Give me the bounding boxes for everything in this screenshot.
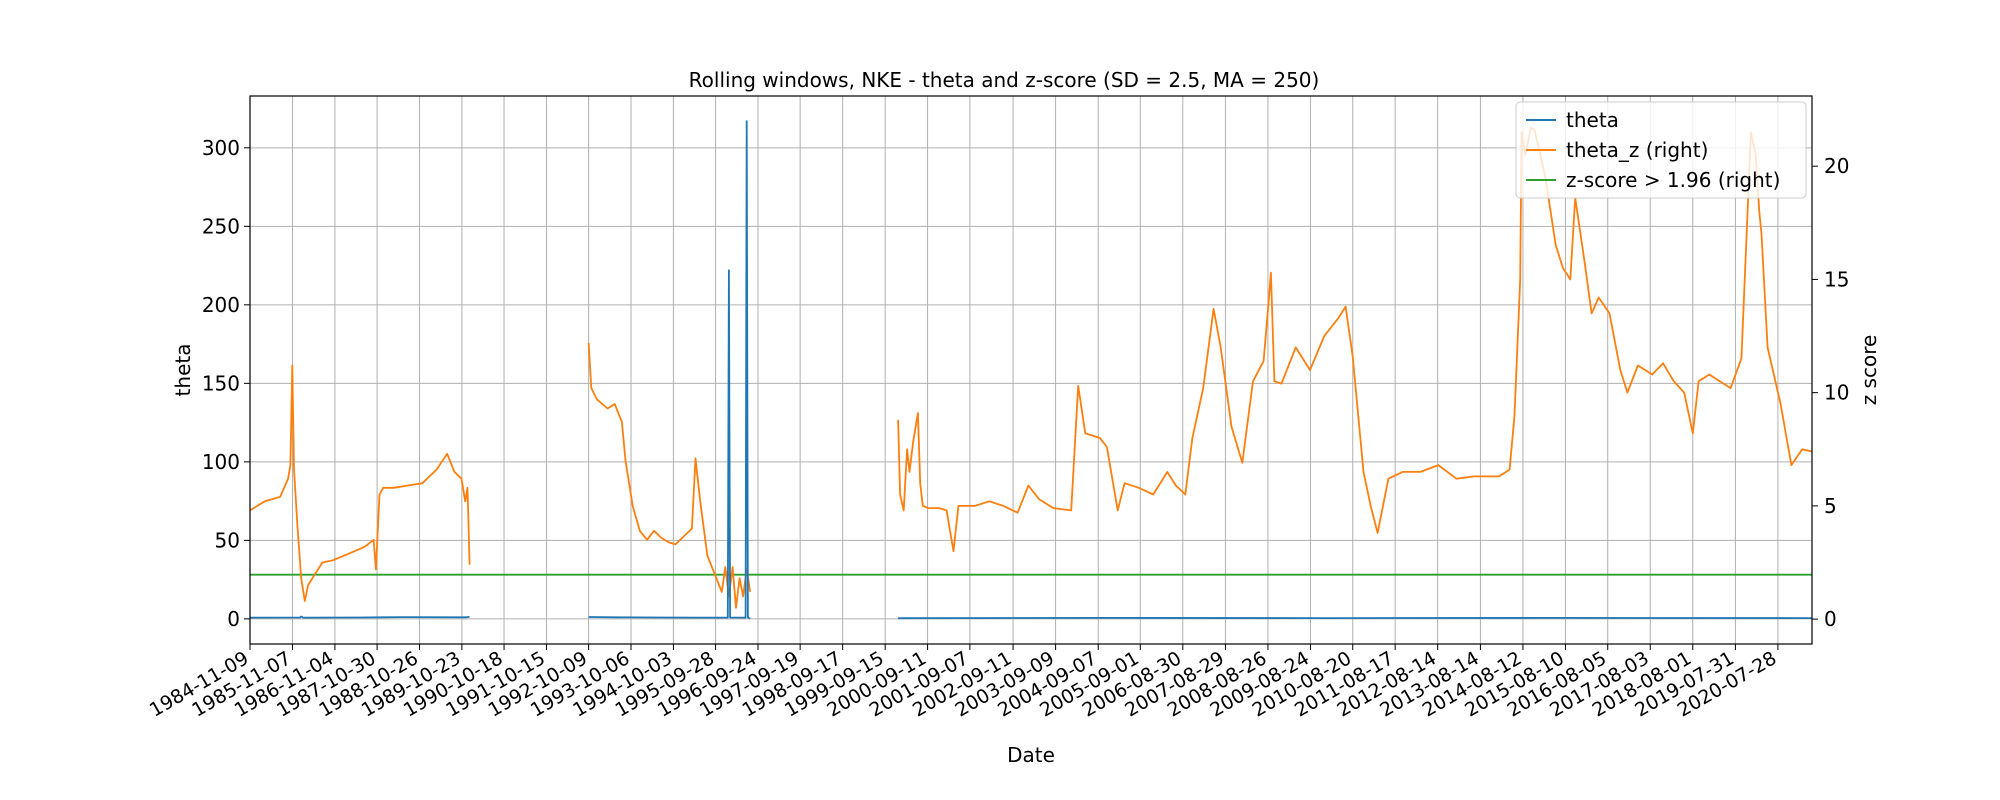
chart-title: Rolling windows, NKE - theta and z-score… — [689, 68, 1320, 92]
legend-label: z-score > 1.96 (right) — [1566, 168, 1780, 192]
series-line-1 — [587, 342, 752, 609]
y-tick-label-right: 20 — [1824, 154, 1849, 178]
x-axis-label: Date — [1007, 743, 1055, 767]
y-tick-label-left: 200 — [202, 293, 240, 317]
y-tick-label-right: 10 — [1824, 381, 1849, 405]
legend-label: theta_z (right) — [1566, 138, 1708, 162]
plot-series — [249, 120, 1813, 620]
series-line-1 — [897, 126, 1813, 553]
y-axis-label-left: theta — [171, 344, 195, 397]
series-line-1 — [249, 364, 471, 602]
legend: theta theta_z (right) z-score > 1.96 (righ… — [1515, 101, 1807, 199]
y-axis-right: 0 5 10 15 20 — [1812, 154, 1849, 631]
y-tick-label-left: 150 — [202, 371, 240, 395]
y-tick-label-left: 50 — [215, 528, 240, 552]
series-line-0 — [588, 120, 751, 620]
y-tick-label-left: 0 — [227, 607, 240, 631]
y-tick-label-right: 5 — [1824, 494, 1837, 518]
y-tick-label-left: 300 — [202, 136, 240, 160]
y-axis-left: 0 50 100 150 200 250 300 — [202, 136, 250, 631]
legend-box — [1515, 101, 1807, 199]
y-tick-label-right: 15 — [1824, 267, 1849, 291]
series-line-0 — [249, 615, 470, 619]
plot-frame — [249, 95, 1813, 645]
legend-label: theta — [1566, 108, 1619, 132]
y-tick-label-left: 250 — [202, 214, 240, 238]
y-tick-label-left: 100 — [202, 450, 240, 474]
y-tick-label-right: 0 — [1824, 607, 1837, 631]
y-axis-label-right: z score — [1857, 335, 1881, 406]
